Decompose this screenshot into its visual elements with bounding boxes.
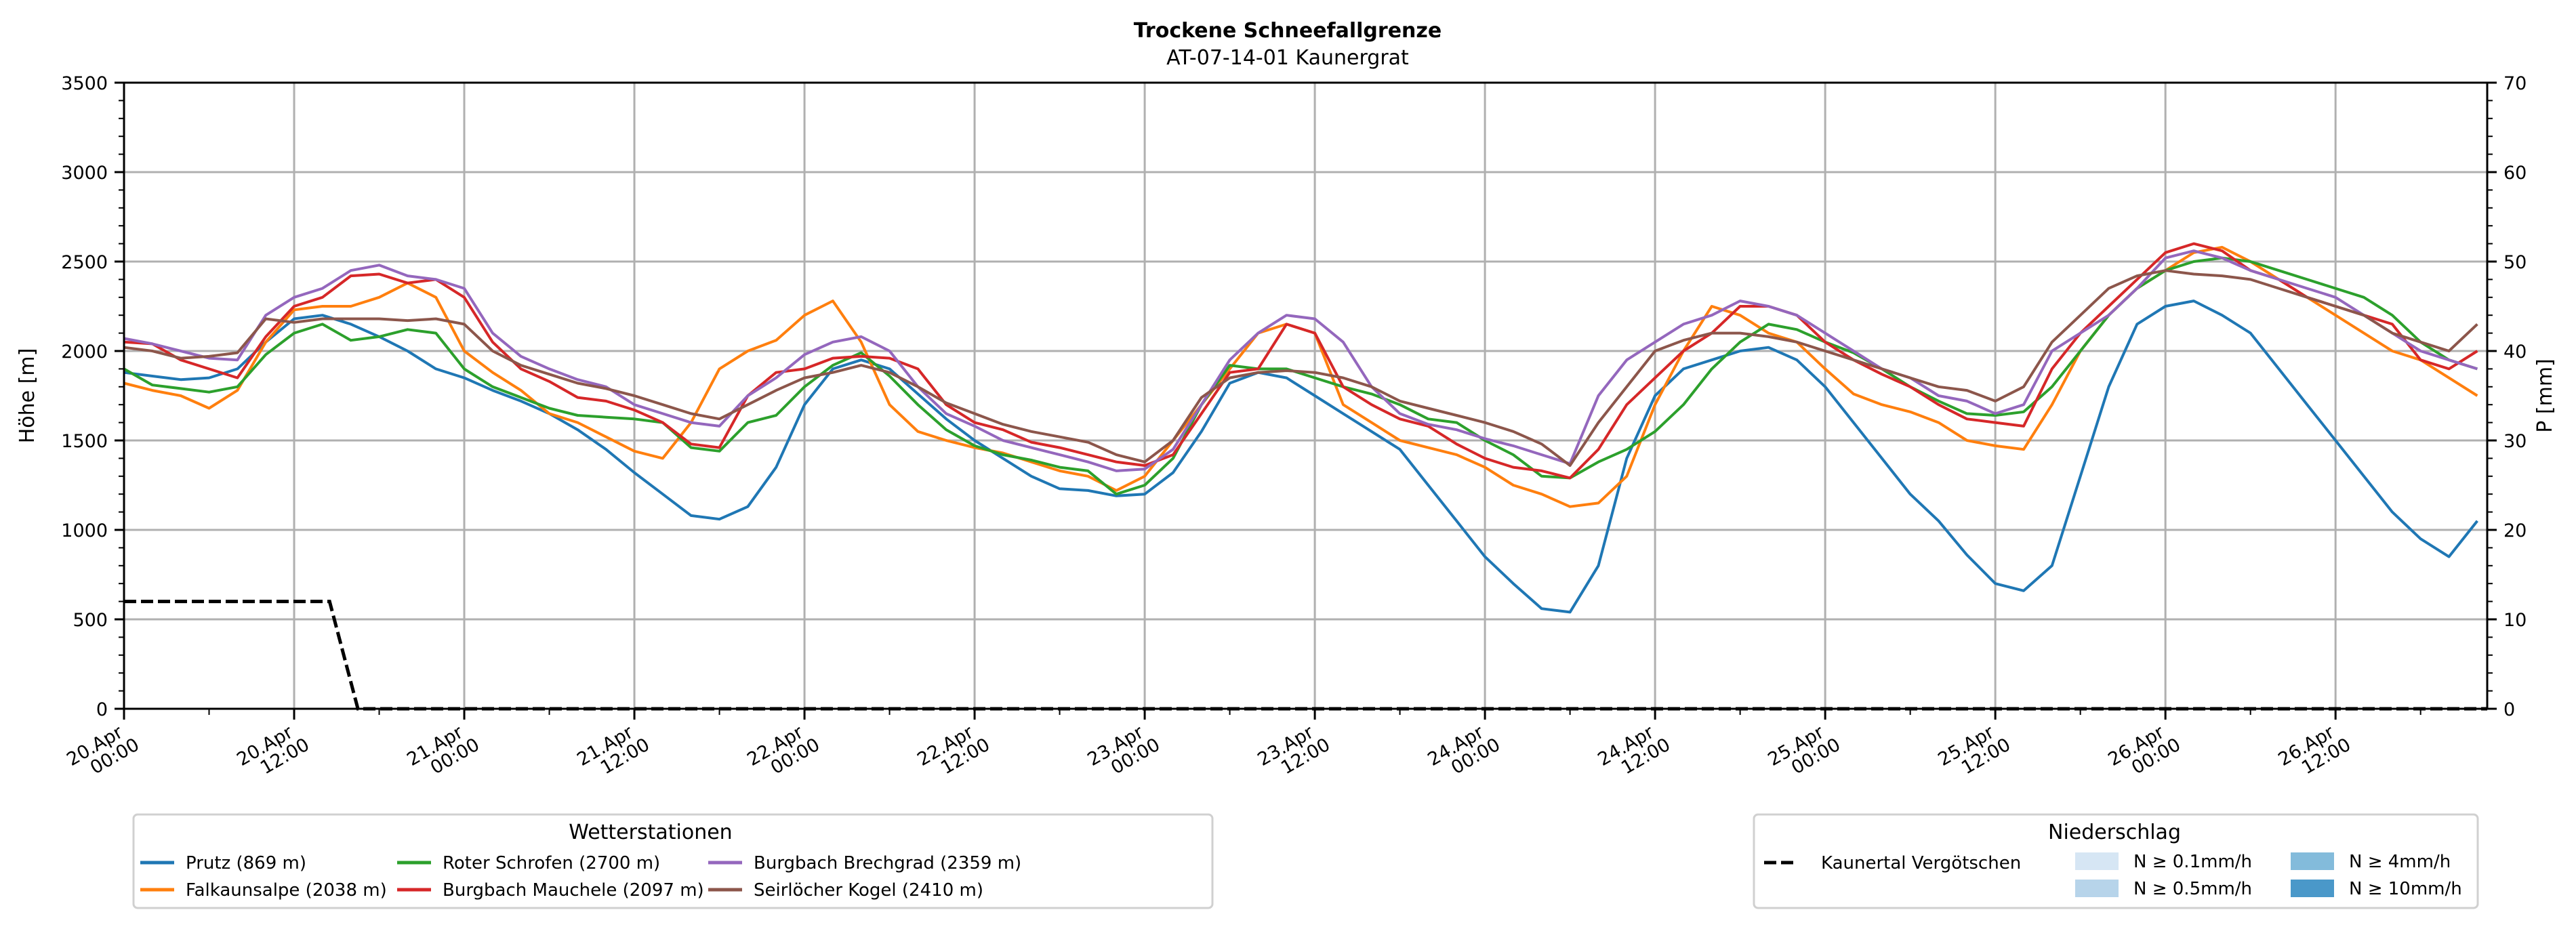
grid-lines [124,83,2487,709]
y-right-tick-label: 10 [2503,610,2527,631]
legend-precip-label: N ≥ 0.1mm/h [2133,852,2252,872]
legend-precip-swatch [2075,852,2119,870]
y-right-tick-label: 20 [2503,520,2527,541]
legend-precip-swatch [2291,880,2334,897]
legend-precip-label: N ≥ 4mm/h [2349,852,2451,872]
chart-title: Trockene Schneefallgrenze [1134,19,1442,43]
legend-item-label: Burgbach Mauchele (2097 m) [443,880,704,901]
plot-frame [123,81,2489,710]
legend-precip-swatch [2075,880,2119,897]
legend-item-label: Burgbach Brechgrad (2359 m) [754,853,1021,873]
legend-stations-frame [132,813,1214,909]
legend-precip-line-label: Kaunertal Vergötschen [1821,853,2021,873]
series-line-5 [123,269,2478,467]
y-right-tick-label: 0 [2503,699,2515,720]
precip-dashed-line [124,600,2487,711]
chart-subtitle: AT-07-14-01 Kaunergrat [1166,46,1409,70]
y-right-tick-label: 50 [2503,252,2527,273]
legend-item-label: Prutz (869 m) [186,853,306,873]
legend-precip-label: N ≥ 10mm/h [2349,879,2462,899]
legend-stations: Wetterstationen Prutz (869 m) Falkaunsalp… [132,813,1214,909]
series-line-0 [123,300,2478,614]
legend-item-label: Roter Schrofen (2700 m) [443,853,660,873]
y-tick-label: 3500 [61,73,108,94]
y-tick-label: 500 [73,610,108,631]
y-axis-left: 0 500 1000 1500 2000 2500 3000 3500 [61,73,124,720]
y-tick-label: 3000 [61,163,108,184]
y-tick-label: 2000 [61,342,108,363]
y-right-tick-label: 30 [2503,431,2527,452]
y-tick-label: 2500 [61,252,108,273]
legend-item-label: Seirlöcher Kogel (2410 m) [754,880,983,901]
y-tick-label: 1000 [61,520,108,541]
legend-item-label: Falkaunsalpe (2038 m) [186,880,387,901]
y-tick-label: 1500 [61,431,108,452]
series-line-2 [123,256,2478,496]
y-right-tick-label: 40 [2503,342,2527,363]
legend-precip: Niederschlag Kaunertal Vergötschen N ≥ 0… [1753,813,2479,909]
legend-stations-title: Wetterstationen [569,821,732,844]
y-right-tick-label: 60 [2503,163,2527,184]
y-right-tick-label: 70 [2503,73,2527,94]
y-tick-label: 0 [96,699,108,720]
y-axis-label-left: Höhe [m] [16,348,39,444]
legend-precip-swatch [2291,852,2334,870]
series-line-4 [123,249,2478,472]
legend-precip-label: N ≥ 0.5mm/h [2133,879,2252,899]
precip-line-layer [124,600,2487,711]
legend-precip-title: Niederschlag [2048,821,2181,844]
series-layer [123,242,2478,614]
y-axis-right: 0 10 20 30 40 50 60 70 [2487,73,2527,720]
y-axis-label-right: P [mm] [2533,358,2557,432]
